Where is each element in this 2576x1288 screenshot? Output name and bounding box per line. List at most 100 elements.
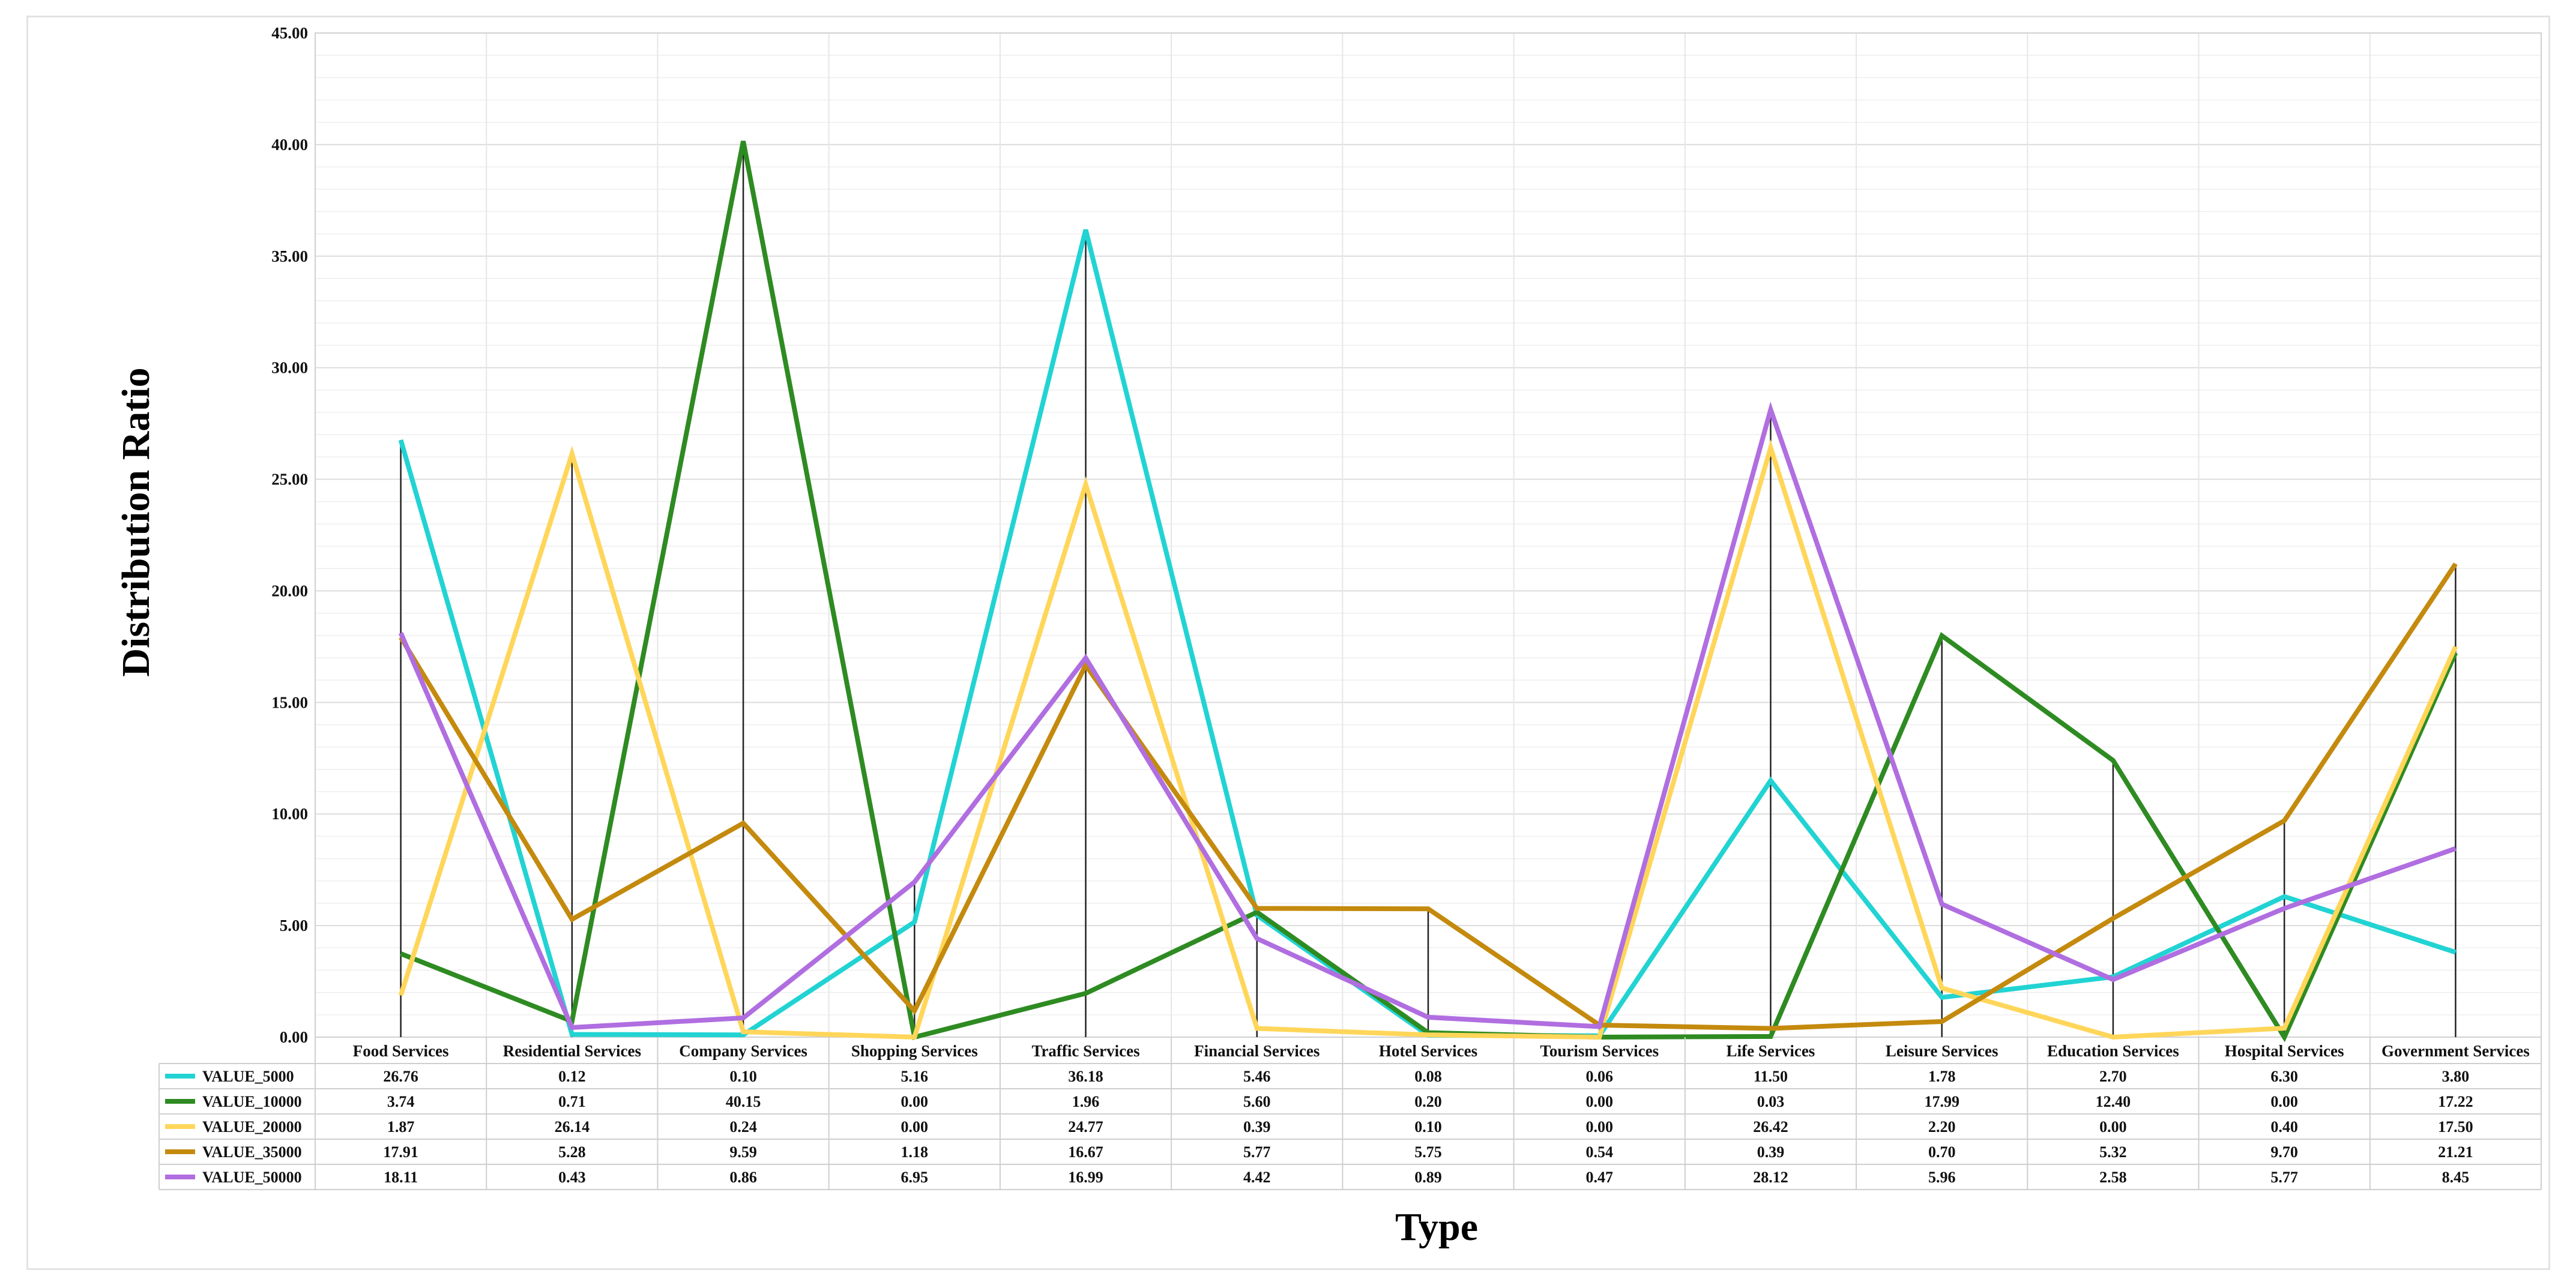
y-tick-label: 45.00 [271, 24, 308, 42]
data-label: 0.00 [1585, 1093, 1613, 1110]
data-label: 1.96 [1072, 1093, 1100, 1110]
data-label: 17.50 [2438, 1118, 2473, 1136]
category-label: Tourism Services [1540, 1042, 1659, 1060]
y-axis: 0.00 5.00 10.00 15.00 20.00 25.00 30.00 35.00 40… [271, 24, 308, 1046]
data-label: 17.99 [1924, 1093, 1959, 1110]
category-label: Government Services [2381, 1042, 2530, 1060]
legend-label: VALUE_5000 [202, 1068, 294, 1085]
y-tick-label: 35.00 [271, 247, 308, 265]
data-label: 2.58 [2099, 1169, 2127, 1186]
data-label: 0.00 [2270, 1093, 2298, 1110]
data-label: 1.87 [387, 1118, 415, 1136]
category-label: Company Services [679, 1042, 807, 1060]
data-label: 5.28 [558, 1143, 586, 1161]
series-line-value-10000 [400, 140, 2458, 1043]
category-label: Financial Services [1194, 1042, 1320, 1060]
data-label: 12.40 [2096, 1093, 2131, 1110]
data-label: 1.78 [1928, 1068, 1956, 1085]
data-label: 1.18 [901, 1143, 929, 1161]
plot-area-border [315, 32, 2542, 1038]
y-tick-label: 20.00 [271, 582, 308, 600]
data-label: 18.11 [384, 1169, 418, 1186]
data-label: 17.22 [2438, 1093, 2473, 1110]
data-label: 2.20 [1928, 1118, 1956, 1136]
data-label: 28.12 [1753, 1169, 1788, 1186]
data-label: 5.96 [1928, 1169, 1956, 1186]
data-label: 5.46 [1243, 1068, 1271, 1085]
data-label: 26.42 [1753, 1118, 1788, 1136]
data-label: 16.67 [1068, 1143, 1103, 1161]
grid [315, 32, 2542, 1038]
y-axis-label: Distribution Ratio [114, 367, 158, 676]
data-label: 0.08 [1414, 1068, 1442, 1085]
legend-label: VALUE_35000 [202, 1143, 302, 1161]
data-label: 0.89 [1414, 1169, 1442, 1186]
y-tick-label: 10.00 [271, 805, 308, 823]
data-label: 40.15 [726, 1093, 761, 1110]
y-tick-label: 40.00 [271, 136, 308, 154]
category-label: Hotel Services [1379, 1042, 1477, 1060]
data-label: 26.14 [555, 1118, 590, 1136]
data-label: 16.99 [1068, 1169, 1103, 1186]
data-label: 8.45 [2442, 1169, 2470, 1186]
category-label: Life Services [1727, 1042, 1815, 1060]
y-tick-label: 5.00 [280, 916, 308, 934]
category-label: Education Services [2047, 1042, 2179, 1060]
data-label: 0.47 [1585, 1169, 1613, 1186]
data-label: 26.76 [383, 1068, 418, 1085]
series-line-value-50000 [398, 402, 2457, 1031]
category-label: Hospital Services [2225, 1042, 2344, 1060]
series-lines [398, 140, 2458, 1043]
y-tick-label: 15.00 [271, 693, 308, 711]
data-label: 5.16 [901, 1068, 929, 1085]
data-label: 9.70 [2270, 1143, 2298, 1161]
data-label: 6.95 [901, 1169, 929, 1186]
data-label: 0.03 [1757, 1093, 1785, 1110]
data-label: 0.24 [729, 1118, 757, 1136]
data-label: 36.18 [1068, 1068, 1103, 1085]
data-label: 0.39 [1243, 1118, 1271, 1136]
category-label: Leisure Services [1886, 1042, 1998, 1060]
data-label: 3.80 [2442, 1068, 2470, 1085]
data-label: 5.77 [2270, 1169, 2298, 1186]
legend-label: VALUE_20000 [202, 1118, 302, 1136]
y-tick-label: 30.00 [271, 359, 308, 377]
data-label: 3.74 [387, 1093, 415, 1110]
category-label: Residential Services [503, 1042, 641, 1060]
data-label: 21.21 [2438, 1143, 2473, 1161]
category-label: Food Services [353, 1042, 449, 1060]
data-label: 11.50 [1754, 1068, 1788, 1085]
data-label: 0.06 [1585, 1068, 1613, 1085]
data-label: 0.71 [558, 1093, 586, 1110]
data-label: 0.20 [1414, 1093, 1442, 1110]
data-label: 0.00 [1585, 1118, 1613, 1136]
data-label: 5.60 [1243, 1093, 1271, 1110]
data-label: 0.39 [1757, 1143, 1785, 1161]
data-label: 2.70 [2099, 1068, 2127, 1085]
data-label: 0.00 [901, 1093, 929, 1110]
y-tick-label: 25.00 [271, 471, 308, 489]
y-tick-label: 0.00 [280, 1028, 308, 1046]
data-label: 5.77 [1243, 1143, 1271, 1161]
data-label: 0.00 [901, 1118, 929, 1136]
series-line-value-35000 [399, 562, 2458, 1031]
drop-lines [400, 141, 2457, 1037]
data-label: 5.75 [1414, 1143, 1442, 1161]
data-label: 17.91 [383, 1143, 418, 1161]
data-label: 0.70 [1928, 1143, 1956, 1161]
x-axis-label: Type [1395, 1205, 1478, 1249]
data-label: 0.10 [729, 1068, 757, 1085]
data-label: 6.30 [2270, 1068, 2298, 1085]
data-label: 0.12 [558, 1068, 586, 1085]
category-label: Shopping Services [851, 1042, 978, 1060]
legend-label: VALUE_50000 [202, 1169, 302, 1186]
data-label: 4.42 [1243, 1169, 1271, 1186]
data-table: Food Services Residential Services Company… [158, 1037, 2542, 1190]
data-label: 24.77 [1068, 1118, 1103, 1136]
series-line-value-20000 [398, 439, 2458, 1040]
data-label: 0.10 [1414, 1118, 1442, 1136]
data-label: 0.86 [729, 1169, 757, 1186]
data-label: 5.32 [2099, 1143, 2127, 1161]
category-label: Traffic Services [1031, 1042, 1139, 1060]
